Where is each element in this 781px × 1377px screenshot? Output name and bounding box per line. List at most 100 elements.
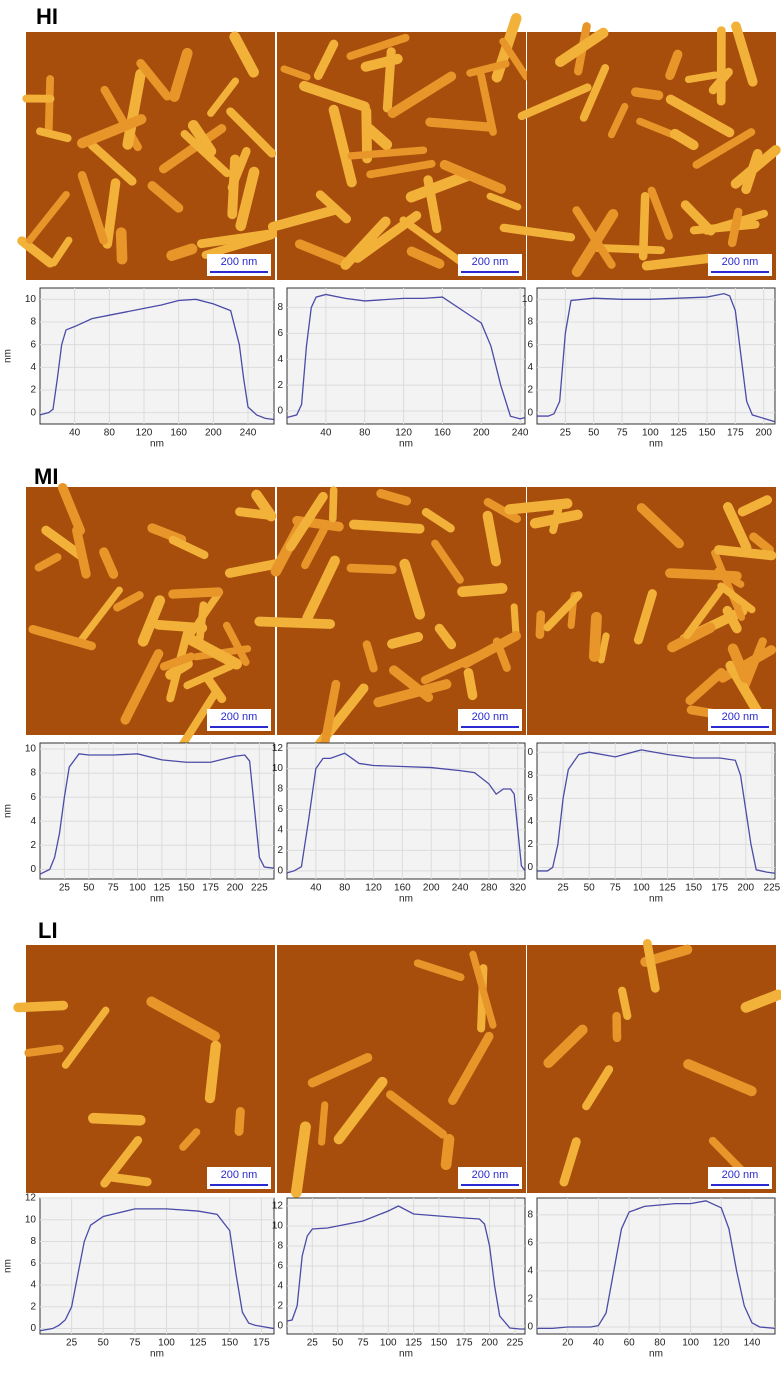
afm-rod xyxy=(77,114,147,149)
afm-rod xyxy=(579,64,610,122)
x-tick-label: 150 xyxy=(685,883,702,894)
y-tick-label: 2 xyxy=(30,1301,36,1312)
afm-rod xyxy=(469,950,497,1029)
x-tick-label: 25 xyxy=(66,1338,78,1349)
x-axis-label: nm xyxy=(399,439,413,450)
y-axis-label: nm xyxy=(3,349,14,363)
afm-rod xyxy=(362,640,378,673)
section-label: HI xyxy=(36,4,58,29)
y-tick-label: 6 xyxy=(527,339,533,350)
y-tick-label: 0 xyxy=(277,865,283,876)
afm-rod xyxy=(486,192,522,211)
y-tick-label: 4 xyxy=(527,816,533,827)
afm-rod xyxy=(165,658,193,680)
y-tick-label: 6 xyxy=(527,1238,533,1249)
scale-bar-label: 200 nm xyxy=(221,711,258,723)
y-tick-label: 0 xyxy=(527,862,533,873)
afm-rod xyxy=(50,236,73,267)
afm-rod xyxy=(328,104,357,188)
afm-rod xyxy=(406,246,445,269)
x-tick-label: 25 xyxy=(558,883,570,894)
afm-rod xyxy=(633,589,657,645)
afm-rod xyxy=(642,939,660,993)
x-tick-label: 140 xyxy=(744,1338,761,1349)
afm-rod xyxy=(72,525,91,579)
afm-rod xyxy=(229,31,259,78)
x-axis-label: nm xyxy=(649,1349,663,1360)
y-tick-label: 2 xyxy=(30,840,36,851)
afm-rod xyxy=(168,535,209,560)
afm-rod xyxy=(159,652,196,671)
afm-rod xyxy=(618,986,632,1020)
afm-rod xyxy=(360,53,403,72)
afm-rod xyxy=(34,553,62,572)
afm-rod xyxy=(301,525,328,570)
x-tick-label: 120 xyxy=(365,883,382,894)
afm-rod xyxy=(543,591,583,632)
y-tick-label: 2 xyxy=(277,380,283,391)
y-tick-label: 8 xyxy=(527,317,533,328)
afm-rod xyxy=(234,1107,245,1136)
y-tick-label: 6 xyxy=(30,1258,36,1269)
x-tick-label: 120 xyxy=(395,428,412,439)
afm-rod xyxy=(466,60,510,77)
afm-rod xyxy=(307,1052,373,1088)
x-tick-label: 50 xyxy=(332,1338,344,1349)
afm-rod xyxy=(363,123,393,151)
x-tick-label: 100 xyxy=(158,1338,175,1349)
afm-rod xyxy=(588,611,602,662)
afm-rod xyxy=(711,549,746,621)
afm-rod xyxy=(299,80,370,112)
x-tick-label: 150 xyxy=(221,1338,238,1349)
x-tick-label: 175 xyxy=(202,883,219,894)
afm-rod xyxy=(99,547,119,579)
x-axis-label: nm xyxy=(150,1349,164,1360)
profile-line xyxy=(537,749,776,874)
afm-rod xyxy=(290,1121,311,1198)
afm-rod xyxy=(420,652,482,685)
afm-rod xyxy=(499,223,576,242)
profile-line xyxy=(39,1208,275,1332)
afm-rod xyxy=(665,94,735,138)
y-tick-label: 0 xyxy=(277,1321,283,1332)
profile-line xyxy=(286,1205,525,1330)
y-tick-label: 8 xyxy=(277,302,283,313)
afm-rod xyxy=(340,216,391,270)
y-axis-label: nm xyxy=(3,1259,14,1273)
scale-bar-label: 200 nm xyxy=(722,1169,759,1181)
x-tick-label: 25 xyxy=(560,428,572,439)
x-tick-label: 125 xyxy=(190,1338,207,1349)
afm-rod xyxy=(361,106,373,164)
y-tick-label: 6 xyxy=(277,804,283,815)
afm-rod xyxy=(448,1031,494,1105)
afm-rod xyxy=(499,37,530,81)
y-tick-label: 0 xyxy=(30,407,36,418)
afm-rod xyxy=(41,525,87,561)
afm-rod xyxy=(692,128,756,169)
afm-rod xyxy=(555,27,609,67)
afm-rod xyxy=(318,679,341,757)
x-tick-label: 120 xyxy=(136,428,153,439)
afm-rod xyxy=(463,668,478,701)
y-tick-label: 8 xyxy=(527,1209,533,1220)
afm-rod xyxy=(227,146,251,192)
y-tick-label: 4 xyxy=(277,825,283,836)
scale-bar-label: 200 nm xyxy=(221,1169,258,1181)
y-tick-label: 12 xyxy=(25,1193,37,1204)
x-tick-label: 160 xyxy=(434,428,451,439)
y-tick-label: 0 xyxy=(527,1322,533,1333)
x-tick-label: 75 xyxy=(357,1338,369,1349)
y-tick-label: 10 xyxy=(25,294,37,305)
y-tick-label: 10 xyxy=(25,744,37,755)
y-tick-label: 0 xyxy=(30,864,36,875)
x-axis-label: nm xyxy=(649,439,663,450)
afm-rod xyxy=(727,207,743,248)
afm-rod xyxy=(122,68,146,150)
x-tick-label: 80 xyxy=(339,883,351,894)
x-tick-label: 80 xyxy=(104,428,116,439)
y-tick-label: 0 xyxy=(30,1323,36,1334)
y-tick-label: 0 xyxy=(277,406,283,417)
x-tick-label: 150 xyxy=(699,428,716,439)
scale-bar-box xyxy=(708,709,772,731)
afm-rod xyxy=(457,582,508,598)
